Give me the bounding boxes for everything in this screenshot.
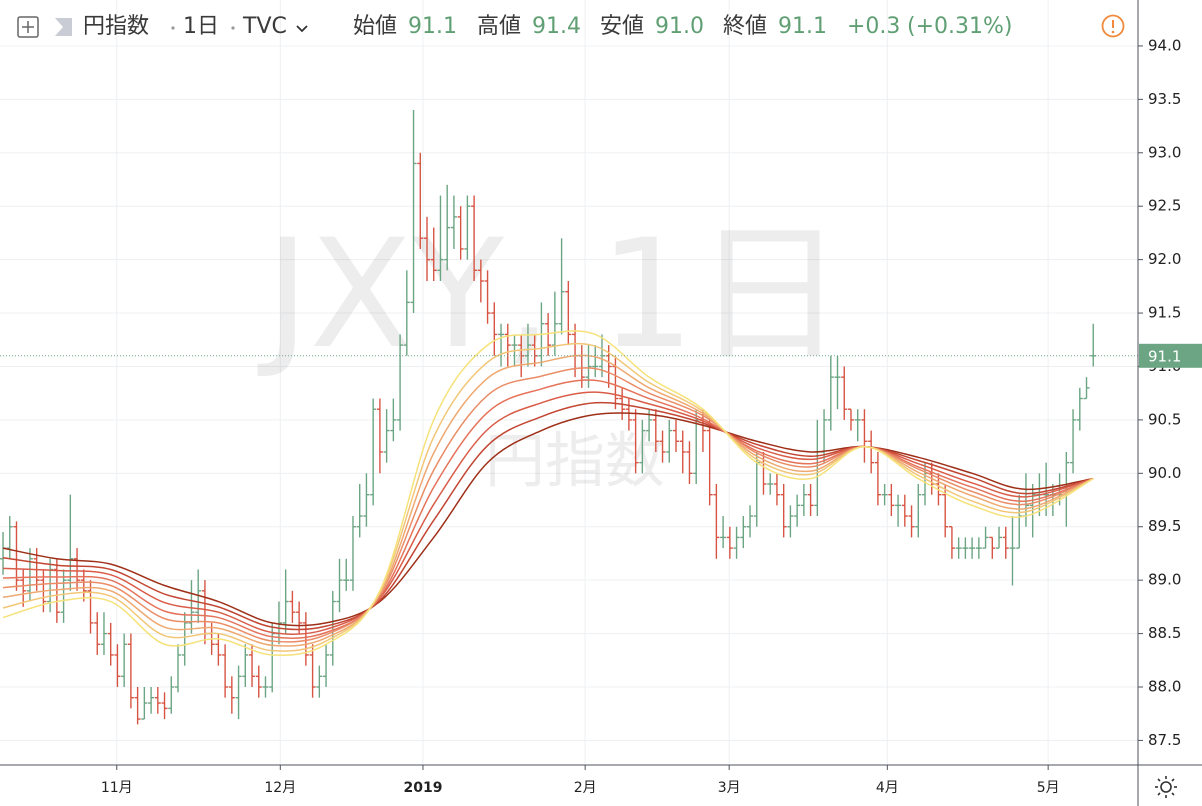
separator <box>231 26 235 30</box>
x-tick-label: 2019 <box>403 780 442 796</box>
moving-average <box>2 401 1094 631</box>
last-price-label: 91.1 <box>1148 347 1181 365</box>
y-tick-label: 91.5 <box>1148 304 1181 322</box>
y-tick-label: 89.5 <box>1148 517 1181 535</box>
time-axis-panel <box>0 765 1202 806</box>
y-tick-label: 88.0 <box>1148 678 1181 696</box>
moving-average <box>2 330 1094 656</box>
x-tick-label: 3月 <box>718 780 741 796</box>
interval[interactable]: 1日 <box>183 14 219 39</box>
add-symbol-icon[interactable] <box>17 16 39 38</box>
moving-average <box>2 342 1094 652</box>
source[interactable]: TVC <box>242 14 287 39</box>
header: 円指数 1日 TVC 始値 91.1 高値 91.4 安値 91.0 終値 91… <box>17 14 1125 39</box>
y-tick-label: 88.5 <box>1148 624 1181 642</box>
axes: 87.588.088.589.089.590.090.591.091.592.0… <box>101 36 1202 796</box>
plot-area <box>0 110 1138 725</box>
ohlc-value: 91.4 <box>532 14 581 39</box>
y-tick-label: 92.5 <box>1148 197 1181 215</box>
ohlc-label: 終値 <box>723 14 767 39</box>
separator <box>171 26 175 30</box>
change: +0.3 <box>847 14 900 39</box>
symbol-name[interactable]: 円指数 <box>83 14 149 39</box>
change-percent: (+0.31%) <box>907 14 1013 39</box>
ohlc-label: 始値 <box>353 14 397 39</box>
moving-average <box>3 379 1094 640</box>
ohlc-value: 91.1 <box>778 14 827 39</box>
y-tick-label: 92.0 <box>1148 250 1181 268</box>
moving-average <box>2 354 1094 647</box>
settings-icon[interactable] <box>1155 776 1177 798</box>
moving-average <box>2 391 1094 636</box>
moving-average <box>2 367 1094 643</box>
alert-icon[interactable] <box>1101 14 1125 38</box>
flag-icon[interactable] <box>55 18 72 36</box>
source-chevron[interactable] <box>296 25 308 33</box>
grid <box>0 0 1138 765</box>
y-tick-label: 90.5 <box>1148 410 1181 428</box>
y-tick-label: 87.5 <box>1148 731 1181 749</box>
y-tick-label: 90.0 <box>1148 464 1181 482</box>
price-axis-panel <box>1138 0 1202 806</box>
ohlc-value: 91.0 <box>655 14 704 39</box>
y-tick-label: 89.0 <box>1148 571 1181 589</box>
moving-average <box>2 412 1094 627</box>
x-tick-label: 5月 <box>1037 780 1060 796</box>
y-tick-label: 93.5 <box>1148 90 1181 108</box>
x-tick-label: 12月 <box>264 780 296 796</box>
ohlc-label: 高値 <box>477 14 521 39</box>
ohlc-label: 安値 <box>600 14 644 39</box>
watermark: JXY, 1日 <box>257 208 844 382</box>
y-tick-label: 94.0 <box>1148 36 1181 54</box>
y-tick-label: 93.0 <box>1148 143 1181 161</box>
x-tick-label: 11月 <box>101 780 133 796</box>
ohlc-value: 91.1 <box>408 14 457 39</box>
watermark-sub: 円指数 <box>485 427 665 497</box>
x-tick-label: 4月 <box>876 780 899 796</box>
last-price-box <box>1139 343 1202 368</box>
x-tick-label: 2月 <box>574 780 597 796</box>
